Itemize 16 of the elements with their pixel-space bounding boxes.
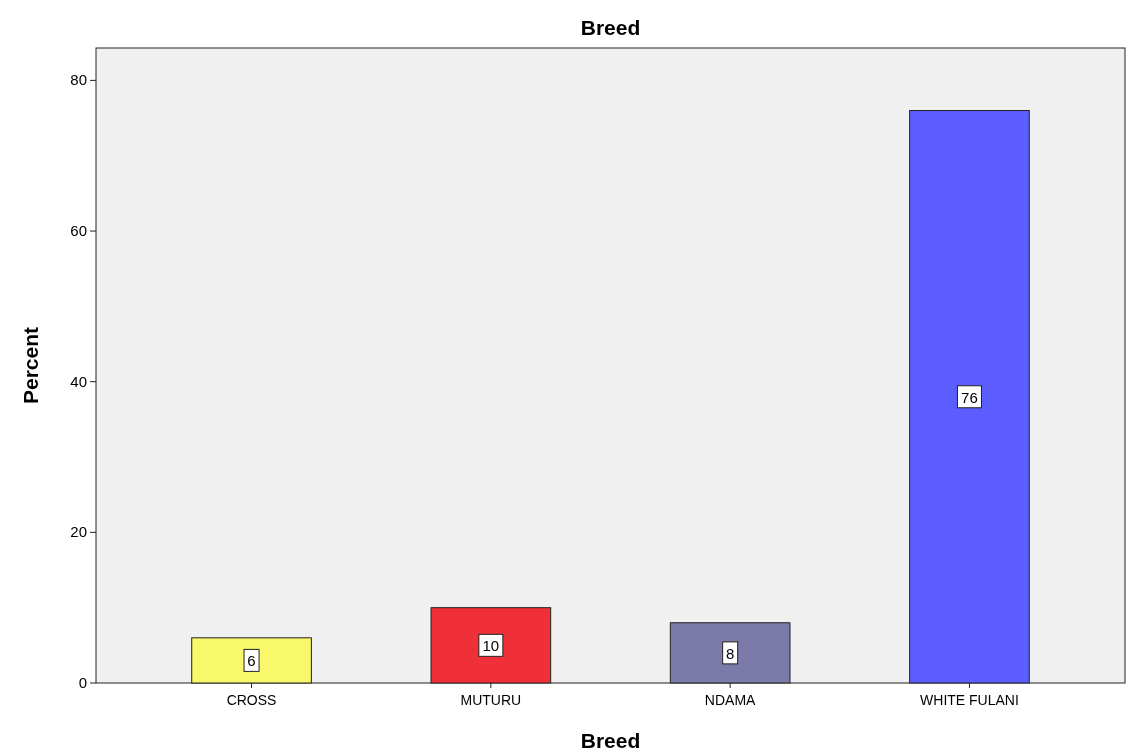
data-label: 6 [247,652,256,670]
y-axis-title: Percent [19,326,42,405]
data-label: 76 [961,388,978,406]
x-tick-label: NDAMA [704,692,757,708]
x-tick-label: MUTURU [460,692,522,708]
chart-title: Breed [580,16,641,39]
data-label: 8 [725,644,735,662]
y-tick-label: 0 [78,674,87,691]
x-tick-label: WHITE FULANI [920,692,1019,708]
y-tick-label: 20 [70,523,87,541]
data-label: 10 [482,637,500,655]
y-tick-label: 40 [70,372,87,390]
y-tick-label: 80 [70,71,87,89]
y-tick-label: 60 [70,222,87,240]
x-tick-label: CROSS [226,692,277,708]
x-axis-title: Breed [580,729,641,752]
